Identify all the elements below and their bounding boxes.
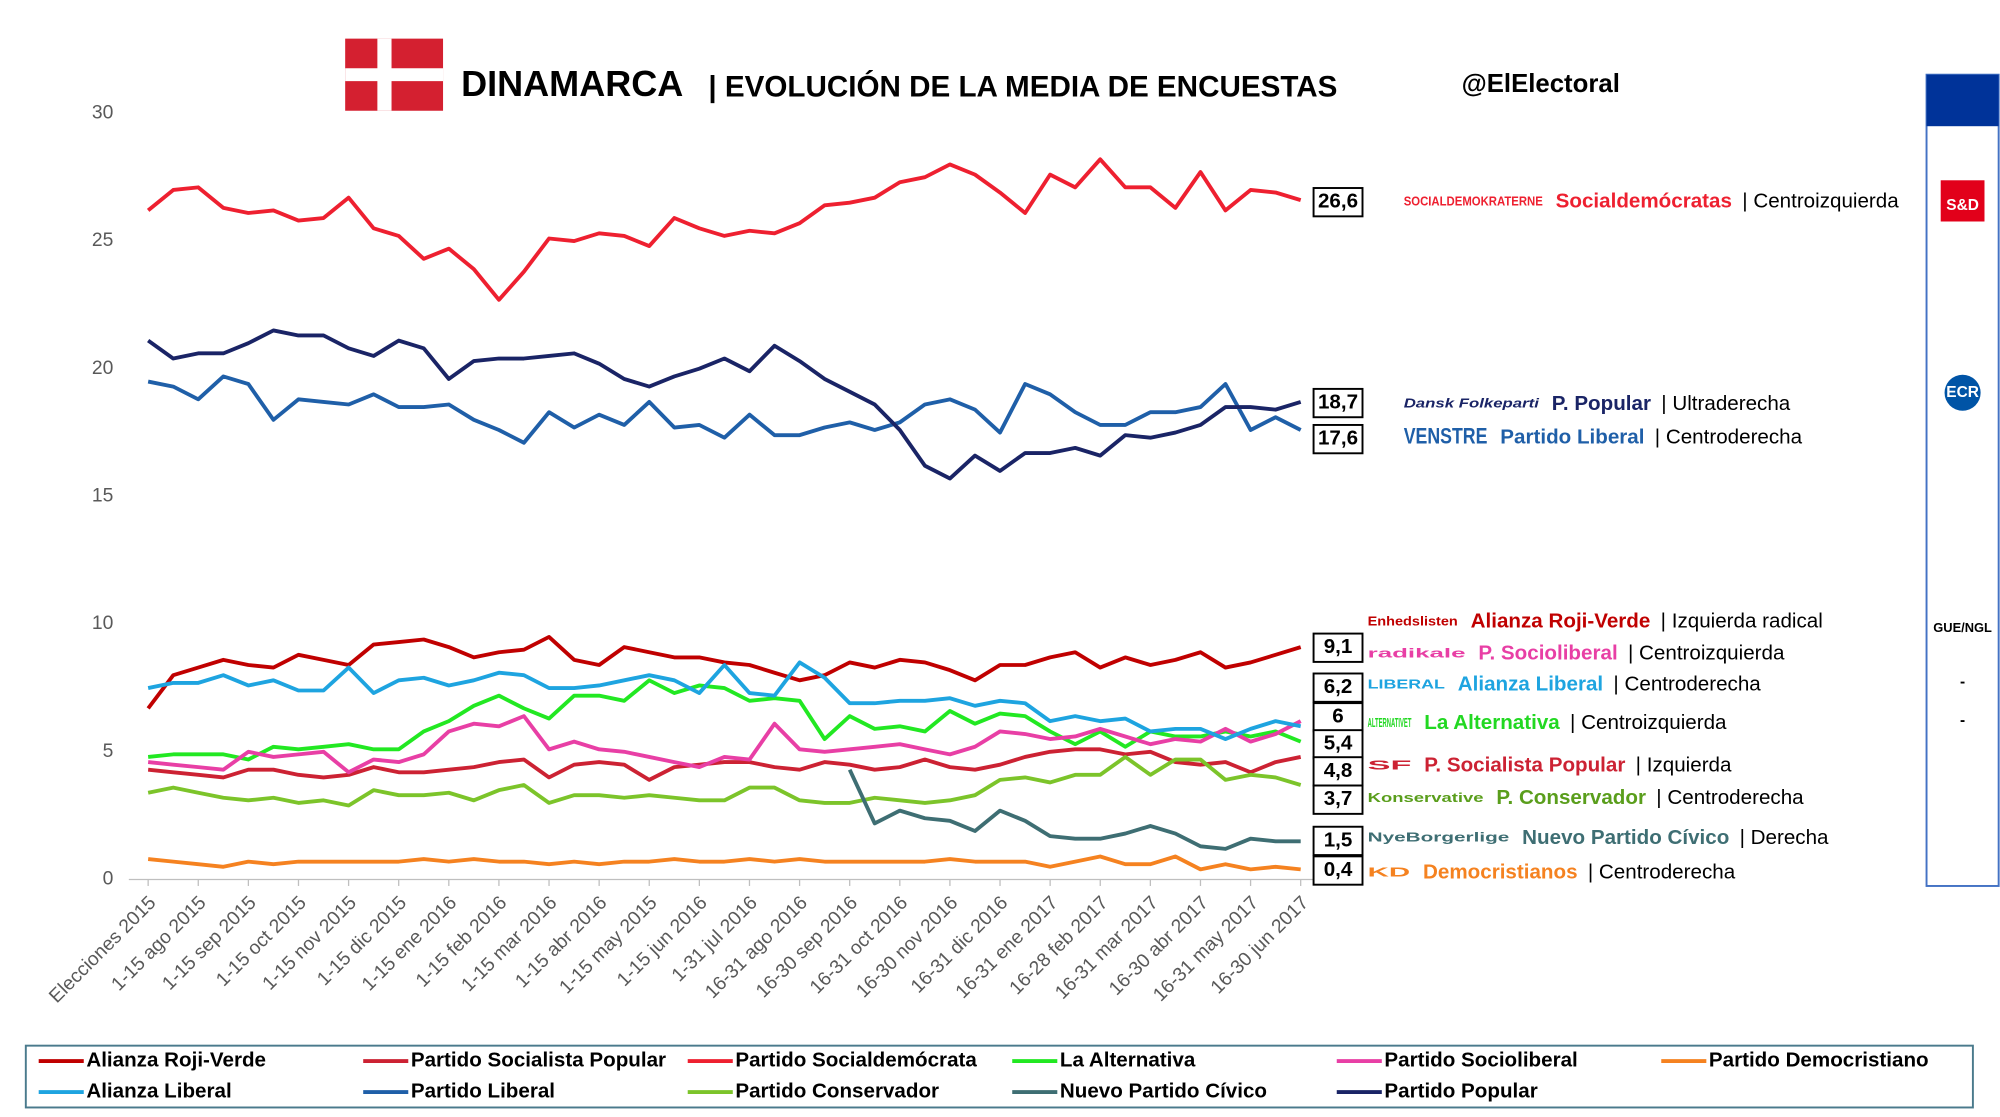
value-box	[1312, 784, 1364, 815]
party-ideology: | Centroizquierda	[1570, 711, 1727, 734]
legend-label: Partido Democristiano	[1709, 1049, 1929, 1072]
legend-label: Partido Socialdemócrata	[735, 1049, 977, 1072]
value-box	[1312, 756, 1364, 787]
source: @ElElectoral	[1462, 70, 1620, 98]
series-line	[146, 634, 1302, 710]
eu-group-label: ECR	[1946, 384, 1979, 401]
party-ideology: | Ultraderecha	[1661, 392, 1791, 415]
value-label: 4,8	[1324, 759, 1353, 782]
value-box	[1312, 632, 1364, 663]
party-ideology: | Centroderecha	[1588, 861, 1736, 884]
legend-label: Partido Conservador	[735, 1079, 939, 1102]
eu-badge	[1944, 374, 1981, 411]
legend-label: Partido Liberal	[411, 1079, 555, 1102]
eu-group-label: -	[1960, 712, 1965, 729]
eu-group-label: GUE/NGL	[1933, 620, 1992, 635]
party-name: P. Popular	[1552, 392, 1651, 415]
y-tick-label: 10	[92, 613, 113, 634]
chart-title: DINAMARCA	[461, 63, 683, 104]
series-line	[147, 755, 1302, 808]
party-name: Alianza Liberal	[1458, 673, 1603, 696]
series-line	[147, 854, 1301, 872]
value-label: 9,1	[1324, 635, 1353, 658]
party-name: P. Socialista Popular	[1424, 754, 1625, 777]
party-logo: LIBERAL	[1368, 676, 1445, 691]
value-box	[1312, 187, 1364, 218]
eu-group-label: S&D	[1946, 197, 1979, 214]
legend-label: Nuevo Partido Cívico	[1060, 1079, 1267, 1102]
series-line	[147, 714, 1302, 775]
party-logo: KD	[1368, 865, 1410, 880]
party-name: Socialdemócratas	[1556, 190, 1732, 213]
party-logo: radikale	[1368, 646, 1466, 661]
y-tick-label: 0	[103, 869, 114, 890]
value-label: 3,7	[1324, 787, 1353, 810]
party-ideology: | Centroizquierda	[1742, 190, 1899, 213]
party-ideology: | Centroderecha	[1655, 425, 1803, 448]
series-line	[147, 678, 1302, 762]
value-box	[1312, 729, 1364, 760]
value-label: 5,4	[1324, 732, 1353, 755]
value-label: 17,6	[1318, 427, 1358, 450]
series-line	[147, 328, 1302, 481]
party-name: Nuevo Partido Cívico	[1522, 826, 1729, 849]
party-name: Democristianos	[1423, 861, 1578, 884]
party-logo: Dansk Folkeparti	[1404, 396, 1540, 411]
party-ideology: | Centroizquierda	[1628, 642, 1785, 665]
value-box	[1312, 387, 1364, 419]
value-label: 6,2	[1324, 675, 1353, 698]
value-label: 0,4	[1324, 858, 1353, 881]
value-label: 26,6	[1318, 190, 1358, 213]
value-label: 6	[1332, 705, 1343, 728]
y-tick-label: 20	[92, 358, 113, 379]
y-tick-label: 15	[92, 486, 113, 507]
series-line	[147, 660, 1302, 741]
value-box	[1312, 825, 1364, 857]
party-logo: Enhedslisten	[1368, 613, 1458, 628]
value-box	[1312, 423, 1364, 455]
value-label: 1,5	[1324, 828, 1353, 851]
series-line	[146, 157, 1302, 302]
y-tick-label: 30	[92, 102, 113, 123]
eu-badge	[1940, 180, 1985, 222]
party-name: La Alternativa	[1424, 711, 1560, 734]
flag	[345, 38, 444, 111]
party-name: Alianza Roji-Verde	[1471, 609, 1651, 632]
series-line	[147, 374, 1302, 445]
eu-flag	[1926, 74, 1999, 127]
value-box	[1312, 855, 1364, 886]
party-logo: VENSTRE	[1404, 424, 1488, 449]
party-logo: ALTERNATIVET	[1368, 715, 1412, 730]
value-box	[1312, 672, 1364, 703]
series-line	[147, 747, 1302, 782]
legend-label: Partido Socioliberal	[1384, 1049, 1577, 1072]
eu-group-label: -	[1960, 674, 1965, 691]
party-logo: Konservative	[1368, 790, 1484, 805]
party-name: Partido Liberal	[1500, 425, 1644, 448]
party-logo: NyeBorgerlige	[1368, 830, 1510, 845]
party-ideology: | Centroderecha	[1656, 786, 1804, 809]
y-tick-label: 25	[92, 230, 113, 251]
party-ideology: | Izquierda	[1636, 754, 1732, 777]
party-ideology: | Izquierda radical	[1661, 609, 1823, 632]
party-name: P. Socioliberal	[1478, 642, 1617, 665]
legend-label: Partido Popular	[1384, 1079, 1537, 1102]
y-tick-label: 5	[103, 741, 114, 762]
party-ideology: | Derecha	[1740, 826, 1829, 849]
series-line	[847, 768, 1301, 851]
legend-label: La Alternativa	[1060, 1049, 1196, 1072]
legend-label: Alianza Liberal	[86, 1079, 231, 1102]
party-logo: SOCIALDEMOKRATERNE	[1404, 194, 1543, 209]
value-label: 18,7	[1318, 391, 1358, 414]
party-name: P. Conservador	[1496, 786, 1646, 809]
legend-box	[24, 1044, 1974, 1109]
legend-label: Partido Socialista Popular	[411, 1049, 666, 1072]
chart-subtitle: | EVOLUCIÓN DE LA MEDIA DE ENCUESTAS	[708, 70, 1337, 104]
party-ideology: | Centroderecha	[1613, 673, 1761, 696]
party-logo: SF	[1368, 758, 1412, 773]
legend-label: Alianza Roji-Verde	[86, 1049, 266, 1072]
